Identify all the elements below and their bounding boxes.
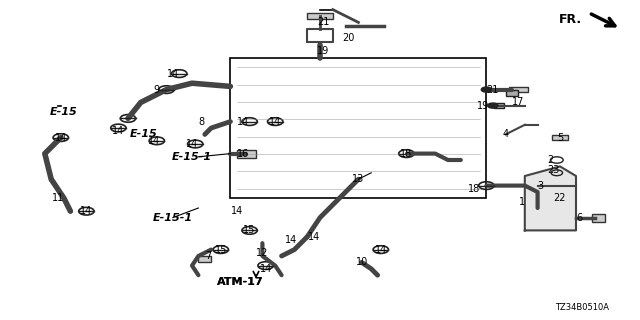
Text: 14: 14: [259, 264, 272, 274]
Text: 9: 9: [154, 84, 160, 95]
Text: E-15-1: E-15-1: [172, 152, 212, 162]
Circle shape: [481, 87, 492, 92]
Circle shape: [488, 103, 498, 108]
Text: 14: 14: [269, 116, 282, 127]
Text: 14: 14: [307, 232, 320, 242]
Text: 10: 10: [355, 257, 368, 268]
Text: ATM-17: ATM-17: [217, 276, 263, 287]
Text: 17: 17: [512, 97, 525, 108]
Text: 14: 14: [186, 139, 198, 149]
Text: 14: 14: [285, 235, 298, 245]
Text: 14: 14: [80, 206, 93, 216]
Bar: [506, 90, 518, 96]
Text: 23: 23: [547, 164, 560, 175]
Text: 8: 8: [198, 116, 205, 127]
Bar: [592, 214, 605, 222]
Text: 22: 22: [554, 193, 566, 204]
Text: 19: 19: [317, 46, 330, 56]
Text: 21: 21: [486, 84, 499, 95]
Text: FR.: FR.: [559, 13, 582, 26]
Text: E-15-1: E-15-1: [153, 212, 193, 223]
Bar: [495, 103, 504, 108]
Bar: [198, 256, 211, 262]
Text: 18: 18: [467, 184, 480, 194]
Text: 15: 15: [214, 244, 227, 255]
Text: TZ34B0510A: TZ34B0510A: [556, 303, 609, 312]
Text: 13: 13: [352, 174, 365, 184]
Text: 12: 12: [256, 248, 269, 258]
Polygon shape: [525, 166, 576, 230]
Text: 19: 19: [477, 100, 490, 111]
Text: 14: 14: [230, 206, 243, 216]
Text: 7: 7: [205, 251, 211, 261]
Text: 2: 2: [547, 155, 554, 165]
Bar: [230, 58, 486, 198]
Bar: [509, 87, 528, 92]
Text: 5: 5: [557, 132, 563, 143]
Text: E-15: E-15: [130, 129, 158, 140]
Text: 18: 18: [400, 148, 413, 159]
Text: E-15: E-15: [50, 107, 78, 117]
Text: 1: 1: [518, 196, 525, 207]
Text: 11: 11: [51, 193, 64, 204]
Text: 14: 14: [237, 116, 250, 127]
Text: 14: 14: [54, 132, 67, 143]
Text: 14: 14: [147, 136, 160, 146]
Bar: [552, 135, 568, 140]
Text: 4: 4: [502, 129, 509, 140]
Text: 3: 3: [538, 180, 544, 191]
Bar: [307, 13, 333, 19]
Text: 20: 20: [342, 33, 355, 44]
Text: 14: 14: [166, 68, 179, 79]
Text: ATM-17: ATM-17: [217, 276, 263, 287]
Text: 6: 6: [576, 212, 582, 223]
Text: 14: 14: [374, 244, 387, 255]
Text: 14: 14: [112, 126, 125, 136]
Text: 21: 21: [317, 17, 330, 28]
Text: 15: 15: [243, 225, 256, 236]
Bar: [237, 150, 256, 158]
Text: 16: 16: [237, 148, 250, 159]
